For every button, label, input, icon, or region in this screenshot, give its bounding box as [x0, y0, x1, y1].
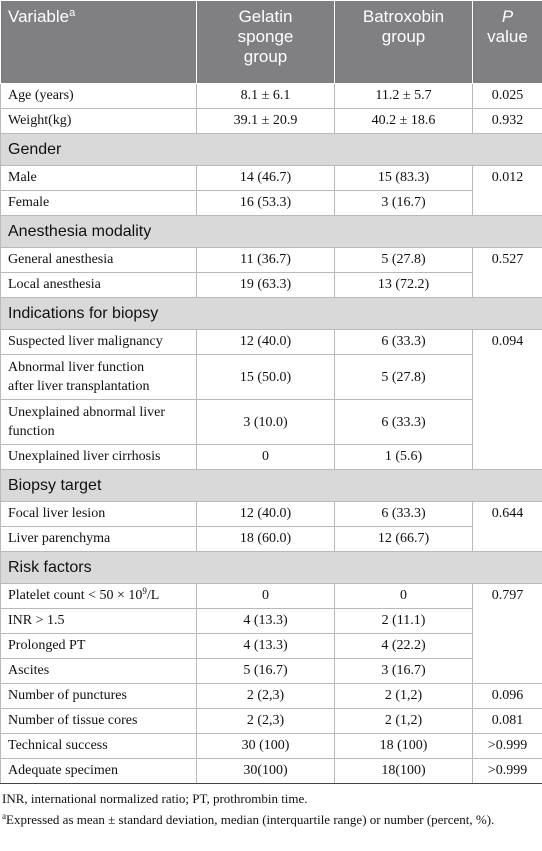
- baseline-characteristics-table: Variablea Gelatin sponge group Batroxobin g…: [0, 0, 542, 784]
- section-anesthesia: Anesthesia modality: [0, 215, 542, 248]
- table-row: Liver parenchyma 18 (60.0) 12 (66.7): [0, 526, 542, 552]
- table-row: Age (years) 8.1 ± 6.1 11.2 ± 5.7 0.025: [0, 83, 542, 109]
- table-row: Platelet count < 50 × 109/L 0 0 0.797: [0, 583, 542, 684]
- table-row: Abnormal liver function after liver trans…: [0, 354, 542, 400]
- table-header-row: Variablea Gelatin sponge group Batroxobin g…: [0, 0, 542, 84]
- header-gelatin-group: Gelatin sponge group: [196, 0, 335, 84]
- section-indications: Indications for biopsy: [0, 297, 542, 330]
- footnote-a: aExpressed as mean ± standard deviation,…: [2, 811, 495, 828]
- table-row: Ascites 5 (16.7) 3 (16.7): [0, 658, 542, 684]
- table-row: INR > 1.5 4 (13.3) 2 (11.1): [0, 608, 542, 634]
- table-row: Number of punctures 2 (2,3) 2 (1,2) 0.09…: [0, 683, 542, 709]
- table-row: Suspected liver malignancy 12 (40.0) 6 (…: [0, 329, 542, 470]
- table-row: Male 14 (46.7) 15 (83.3) 0.012: [0, 165, 542, 216]
- table-notes: INR, international normalized ratio; PT,…: [0, 784, 542, 829]
- table-row: Local anesthesia 19 (63.3) 13 (72.2): [0, 272, 542, 298]
- table-row: Unexplained liver cirrhosis 0 1 (5.6): [0, 444, 542, 470]
- table-row: General anesthesia 11 (36.7) 5 (27.8) 0.…: [0, 247, 542, 298]
- header-batroxobin-group: Batroxobin group: [334, 0, 473, 84]
- table-row: Female 16 (53.3) 3 (16.7): [0, 190, 542, 216]
- table-row: Focal liver lesion 12 (40.0) 6 (33.3) 0.…: [0, 501, 542, 552]
- table-row: Unexplained abnormal liver function 3 (10…: [0, 399, 542, 445]
- abbreviations-note: INR, international normalized ratio; PT,…: [2, 791, 308, 806]
- section-biopsy-target: Biopsy target: [0, 469, 542, 502]
- section-risk-factors: Risk factors: [0, 551, 542, 584]
- table-row: Adequate specimen 30(100) 18(100) >0.999: [0, 758, 542, 784]
- header-variable: Variablea: [0, 0, 197, 84]
- table-row: Number of tissue cores 2 (2,3) 2 (1,2) 0…: [0, 708, 542, 734]
- table-row: Weight(kg) 39.1 ± 20.9 40.2 ± 18.6 0.932: [0, 108, 542, 134]
- table-row: Prolonged PT 4 (13.3) 4 (22.2): [0, 633, 542, 659]
- table-row: Technical success 30 (100) 18 (100) >0.9…: [0, 733, 542, 759]
- section-gender: Gender: [0, 133, 542, 166]
